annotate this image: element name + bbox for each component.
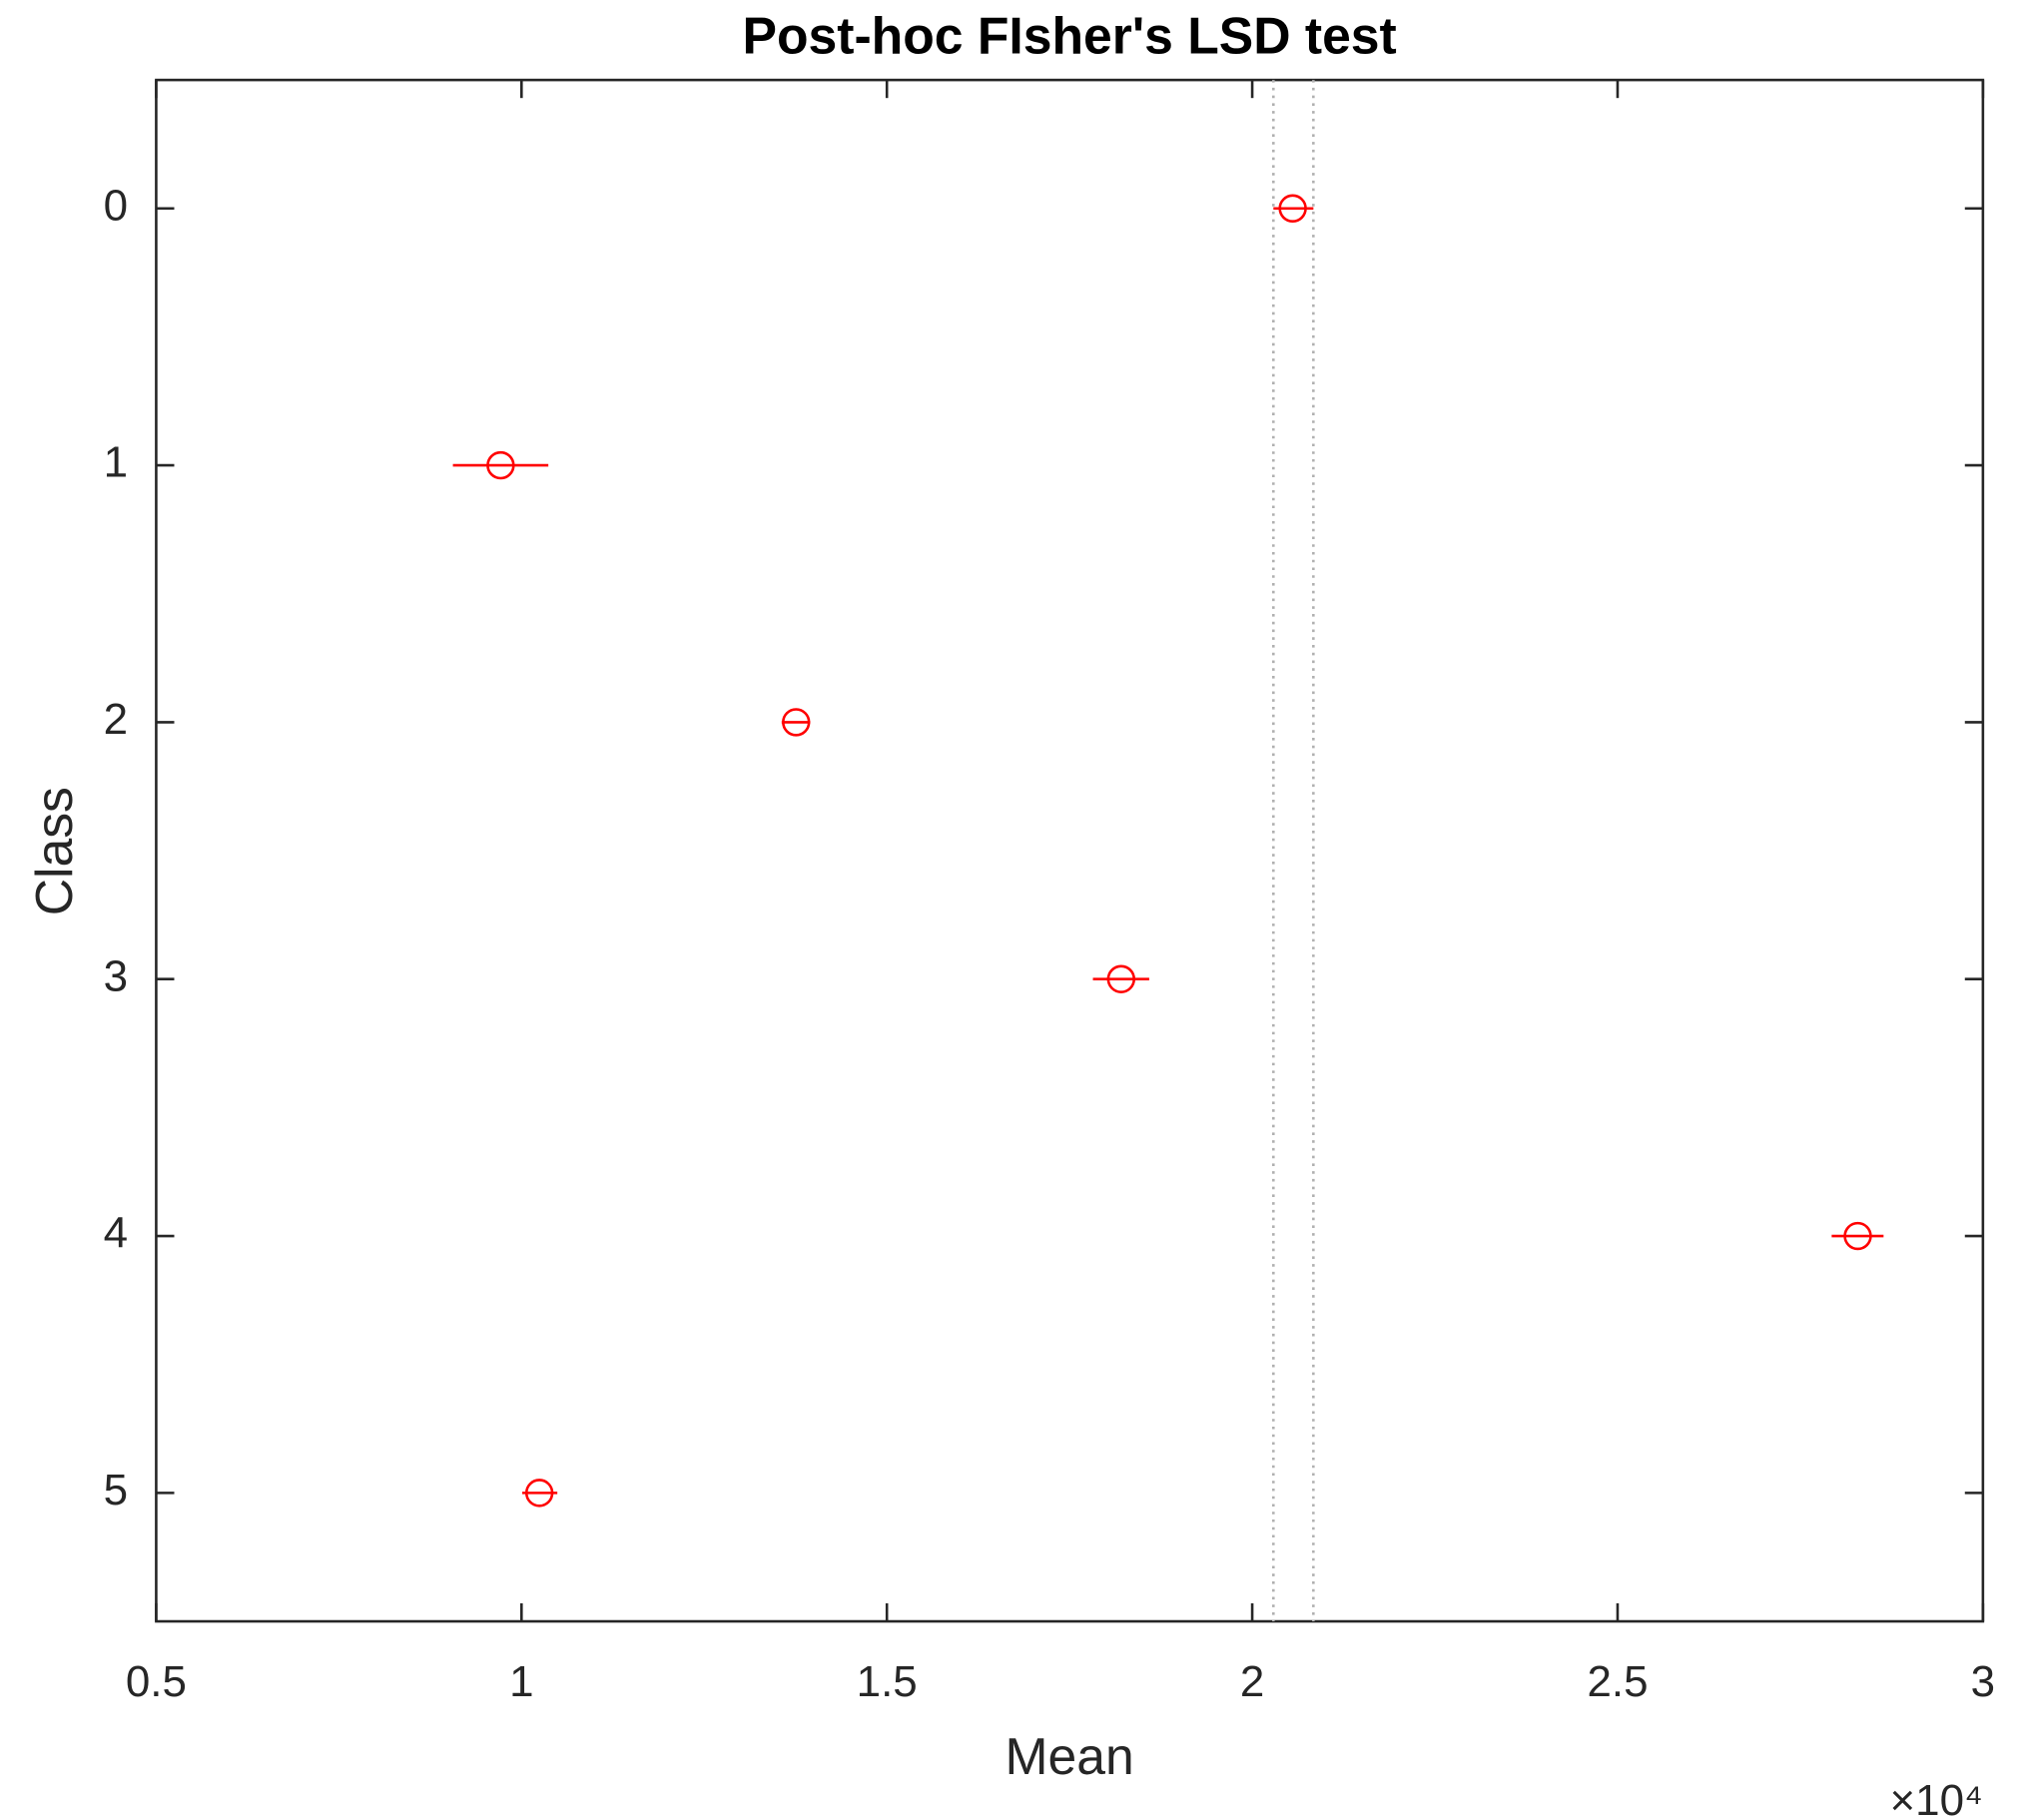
mean-marker [782, 708, 811, 737]
chart-title: Post-hoc FIsher's LSD test [743, 7, 1397, 65]
x-tick-label: 1 [509, 1657, 533, 1706]
y-tick-label: 4 [104, 1209, 128, 1258]
y-tick-label: 0 [104, 181, 128, 230]
mean-marker [1843, 1221, 1872, 1251]
mean-marker [1278, 194, 1307, 223]
x-tick-label: 0.5 [126, 1657, 187, 1706]
plot-frame [155, 78, 1985, 1623]
x-tick-label: 3 [1971, 1657, 1995, 1706]
mean-marker [1106, 964, 1136, 993]
y-tick-label: 3 [104, 951, 128, 1000]
y-tick-label: 1 [104, 438, 128, 487]
y-tick-label: 2 [104, 695, 128, 744]
x-tick-label: 1.5 [857, 1657, 918, 1706]
y-axis-label: Class [25, 787, 83, 915]
x-multiplier: ×10⁴ [1890, 1776, 1983, 1820]
x-tick-label: 2 [1240, 1657, 1264, 1706]
y-tick-label: 5 [104, 1466, 128, 1515]
x-axis-label: Mean [1006, 1727, 1134, 1785]
mean-marker [486, 450, 515, 480]
x-tick-label: 2.5 [1587, 1657, 1648, 1706]
mean-marker [524, 1479, 554, 1508]
